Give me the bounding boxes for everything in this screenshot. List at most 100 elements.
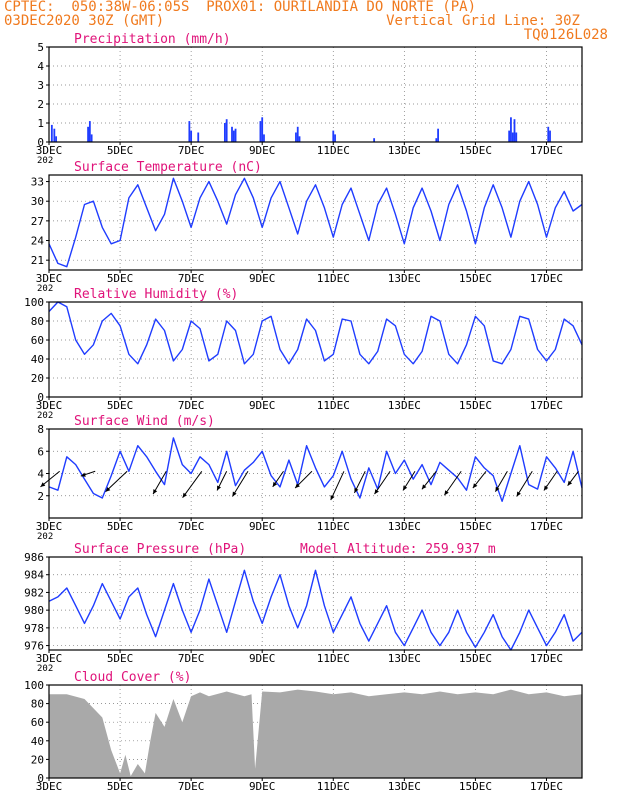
precip-ytick-label: 2 [37, 98, 44, 111]
temp-xtick-label: 13DEC [388, 272, 421, 285]
temp-xtick-label: 5DEC [107, 272, 134, 285]
temp-series-line [48, 177, 583, 268]
precip-bar [332, 130, 335, 142]
rh-xtick-label: 13DEC [388, 399, 421, 412]
wind-arrow-head [403, 485, 408, 491]
precip-bar [511, 132, 514, 142]
precip-bar [88, 121, 91, 142]
wind-arrow-head [232, 491, 237, 497]
header-model-id: TQ0126L028 [523, 27, 608, 43]
header-grid-line-note: Vertical Grid Line: 30Z [386, 13, 580, 29]
pres-xtick-label: 13DEC [388, 652, 421, 665]
rh-xtick-label: 7DEC [178, 399, 205, 412]
precip-xtick-label: 17DEC [530, 144, 563, 157]
cloud-xtick-label: 13DEC [388, 780, 421, 793]
precip-bar [295, 132, 297, 142]
wind-xtick-label: 7DEC [178, 520, 205, 533]
precip-bar [231, 126, 233, 142]
temp-ytick-label: 21 [31, 254, 44, 267]
temp-ytick-label: 30 [31, 195, 44, 208]
pres-ytick-label: 986 [24, 551, 44, 564]
wind-arrow [231, 471, 249, 497]
wind-arrow-head [217, 485, 221, 491]
wind-arrow-head [472, 483, 478, 489]
precip-xtick-label: 15DEC [459, 144, 492, 157]
precip-bar [259, 121, 262, 142]
pres-title: Surface Pressure (hPa) [74, 542, 246, 557]
wind-arrow-head [543, 485, 549, 491]
cloud-title: Cloud Cover (%) [74, 670, 191, 685]
precip-bar [197, 132, 200, 142]
precip-bar [87, 126, 89, 142]
cloud-ytick-label: 40 [31, 735, 44, 748]
pres-ytick-label: 982 [24, 586, 44, 599]
rh-xtick-label: 11DEC [317, 399, 350, 412]
wind-xtick-label: 9DEC [249, 520, 276, 533]
rh-ytick-label: 0 [37, 391, 44, 404]
rh-ytick-label: 60 [31, 334, 44, 347]
precip-xtick-label: 7DEC [178, 144, 205, 157]
rh-ytick-label: 100 [24, 296, 44, 309]
temp-title: Surface Temperature (nC) [74, 160, 262, 175]
wind-arrow [182, 470, 203, 498]
precip-bar [234, 128, 237, 142]
wind-arrow-head [516, 491, 521, 497]
wind-arrow [330, 471, 345, 501]
pres-xtick-label: 3DEC [36, 652, 63, 665]
wind-arrow-head [153, 489, 158, 495]
precip-ytick-label: 5 [37, 41, 44, 54]
precip-bar [55, 136, 58, 142]
wind-arrow-head [444, 490, 449, 496]
temp-xtick-label: 11DEC [317, 272, 350, 285]
temp-year-stub: 202 [37, 284, 53, 294]
pres-xtick-label: 11DEC [317, 652, 350, 665]
cloud-xtick-label: 17DEC [530, 780, 563, 793]
cloud-xtick-label: 5DEC [107, 780, 134, 793]
pres-xtick-label: 5DEC [107, 652, 134, 665]
wind-xtick-label: 15DEC [459, 520, 492, 533]
wind-xtick-label: 5DEC [107, 520, 134, 533]
wind-arrow-head [330, 495, 335, 501]
cloud-ytick-label: 20 [31, 753, 44, 766]
pres-ytick-label: 984 [24, 569, 44, 582]
precip-ytick-label: 4 [37, 60, 44, 73]
wind-arrow-head [567, 480, 573, 486]
rh-xtick-label: 3DEC [36, 399, 63, 412]
precip-bar [298, 136, 301, 142]
cloud-xtick-label: 9DEC [249, 780, 276, 793]
wind-arrow-head [40, 482, 46, 487]
precip-bar [435, 138, 438, 142]
rh-xtick-label: 15DEC [459, 399, 492, 412]
precip-bar [334, 134, 336, 142]
rh-ytick-label: 40 [31, 353, 44, 366]
rh-xtick-label: 9DEC [249, 399, 276, 412]
pres-series-line [48, 569, 583, 651]
rh-title: Relative Humidity (%) [74, 287, 238, 302]
precip-bar [508, 130, 511, 142]
precip-bar [513, 119, 516, 142]
precip-bar [510, 117, 512, 142]
cloud-ytick-label: 60 [31, 716, 44, 729]
rh-xtick-label: 5DEC [107, 399, 134, 412]
precip-bar [373, 138, 376, 142]
cloud-xtick-label: 15DEC [459, 780, 492, 793]
precip-bar [437, 128, 439, 142]
temp-xtick-label: 3DEC [36, 272, 63, 285]
pres-xtick-label: 15DEC [459, 652, 492, 665]
precip-bar [547, 126, 550, 142]
wind-ytick-label: 2 [37, 490, 44, 503]
precip-bar [53, 128, 56, 142]
temp-ytick-label: 33 [31, 176, 44, 189]
wind-arrow [374, 470, 391, 495]
wind-xtick-label: 13DEC [388, 520, 421, 533]
precip-frame [48, 46, 583, 143]
cloud-xtick-label: 11DEC [317, 780, 350, 793]
wind-ytick-label: 4 [37, 468, 44, 481]
rh-year-stub: 202 [37, 411, 53, 421]
cloud-xtick-label: 3DEC [36, 780, 63, 793]
pres-subtitle: Model Altitude: 259.937 m [300, 542, 496, 557]
rh-xtick-label: 17DEC [530, 399, 563, 412]
cloud-xtick-label: 7DEC [178, 780, 205, 793]
pres-frame [48, 556, 583, 651]
